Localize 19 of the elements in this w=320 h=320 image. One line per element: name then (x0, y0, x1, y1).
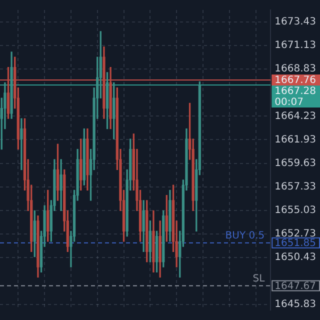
y-tick-label: 1657.33 (274, 181, 316, 192)
y-tick-label: 1652.73 (274, 228, 316, 240)
y-tick-label: 1661.93 (274, 134, 316, 146)
text: 1647.67 (274, 280, 316, 292)
candlestick (20, 118, 23, 170)
ref-line-label: SL (252, 273, 266, 284)
y-tick-label: 1664.23 (274, 110, 316, 122)
y-tick-label: 1671.13 (274, 40, 316, 52)
y-tick-label: 1668.83 (274, 64, 316, 75)
text: 1667.76 (274, 75, 316, 86)
ref-line-label: BUY 0.5 (225, 230, 265, 242)
text: 00:07 (274, 97, 304, 108)
y-tick-label: 1673.43 (274, 16, 316, 28)
text: 1667.28 (274, 86, 316, 98)
y-tick-label: 1650.43 (274, 252, 316, 264)
y-tick-label: 1655.03 (274, 204, 316, 216)
y-tick-label: 1645.83 (274, 299, 316, 310)
y-tick-label: 1659.63 (274, 158, 316, 169)
text: 1651.85 (274, 238, 316, 250)
